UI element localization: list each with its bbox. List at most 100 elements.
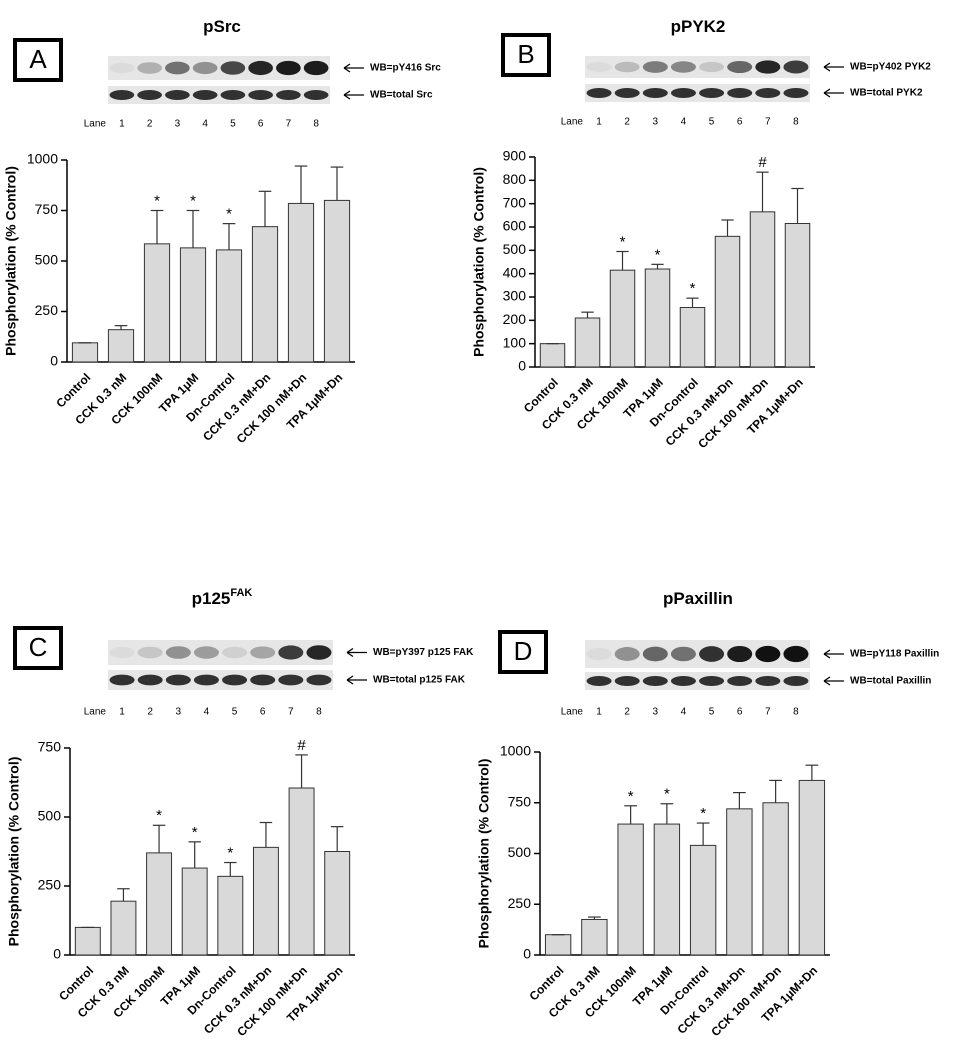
blot-band: [614, 88, 640, 98]
blot-band: [137, 646, 163, 659]
panel-box: [13, 38, 63, 82]
blot-label: WB=total PYK2: [850, 88, 923, 99]
blot-band: [248, 60, 273, 76]
blot-band: [250, 674, 276, 686]
bar: [762, 802, 789, 956]
bar: [287, 202, 315, 363]
bar: [544, 934, 572, 956]
blot-strip: [585, 84, 810, 102]
y-axis-label: Phosphorylation (% Control): [6, 757, 22, 947]
blot-band: [278, 674, 304, 686]
blot-band: [727, 676, 753, 686]
blot-band: [727, 88, 753, 98]
bar: [581, 918, 608, 956]
significance-marker: *: [628, 788, 634, 805]
arrow-head: [823, 62, 831, 72]
bar: [714, 235, 741, 368]
bar: [143, 243, 171, 363]
blot-band: [192, 61, 218, 75]
lane-number: 2: [624, 707, 630, 718]
blot-band: [614, 647, 640, 661]
blot-band: [783, 645, 809, 663]
title-text: pPYK2: [671, 17, 726, 36]
y-tick-label: 300: [503, 288, 527, 304]
blot-band: [109, 646, 135, 659]
title-superscript: FAK: [230, 587, 252, 599]
blot-band: [248, 90, 273, 100]
lane-number: 1: [119, 119, 125, 130]
blot-band: [699, 646, 725, 662]
y-tick-label: 800: [503, 171, 527, 187]
bar: [539, 343, 566, 368]
significance-marker: *: [227, 845, 233, 862]
blot-strip: [108, 670, 333, 690]
y-tick-label: 500: [508, 844, 532, 860]
significance-marker: *: [655, 246, 661, 263]
significance-marker: *: [664, 786, 670, 803]
blot-band: [755, 60, 781, 74]
y-tick-label: 0: [523, 946, 531, 962]
chart-title: pSrc: [203, 17, 241, 36]
y-axis-label: Phosphorylation (% Control): [471, 167, 487, 357]
lane-number: 8: [793, 707, 799, 718]
blot-band: [303, 60, 329, 76]
blot-band: [193, 674, 219, 686]
blot-band: [278, 645, 304, 660]
lane-number: 5: [230, 119, 236, 130]
lane-number: 4: [681, 117, 687, 128]
blot-band: [222, 674, 248, 686]
lane-number: 5: [709, 707, 715, 718]
chart-title: p125FAK: [192, 587, 253, 609]
panel-box: [498, 630, 548, 674]
y-axis-label: Phosphorylation (% Control): [476, 759, 492, 949]
blot-band: [783, 60, 809, 74]
blot-band: [165, 674, 191, 686]
lane-number: 6: [260, 707, 266, 718]
blot-band: [670, 646, 696, 662]
blot-label: WB=total Paxillin: [850, 676, 931, 687]
blot-band: [165, 646, 191, 659]
y-tick-label: 500: [38, 808, 62, 824]
y-tick-label: 1000: [500, 743, 531, 759]
blot-band: [755, 88, 781, 98]
blot-band: [642, 646, 668, 662]
significance-marker: *: [156, 807, 162, 824]
bar: [288, 787, 315, 956]
blot-band: [109, 674, 135, 686]
y-tick-label: 1000: [27, 151, 58, 167]
lane-number: 1: [596, 707, 602, 718]
y-tick-label: 400: [503, 264, 527, 280]
chart-title: pPaxillin: [663, 589, 733, 608]
bar: [726, 808, 753, 956]
bar: [784, 223, 811, 368]
bar: [110, 900, 137, 956]
bar: [252, 846, 279, 956]
y-tick-label: 900: [503, 148, 527, 164]
lane-label: Lane: [84, 119, 107, 130]
blot-band: [586, 62, 612, 72]
bar: [798, 779, 826, 956]
arrow-head: [343, 63, 351, 73]
lane-number: 3: [653, 117, 659, 128]
blot-band: [276, 60, 301, 76]
blot-label: WB=pY416 Src: [370, 63, 441, 74]
arrow-head: [346, 647, 354, 658]
bar: [574, 317, 601, 368]
blot-band: [670, 676, 696, 686]
blot-strip: [585, 56, 810, 78]
significance-marker: *: [154, 192, 160, 209]
significance-marker: *: [620, 233, 626, 250]
lane-number: 5: [709, 117, 715, 128]
y-tick-label: 100: [503, 334, 527, 350]
bar: [617, 823, 644, 956]
title-text: p125: [192, 589, 231, 608]
blot-band: [783, 88, 809, 98]
blot-band: [755, 645, 781, 663]
bar: [181, 867, 208, 956]
blot-band: [220, 61, 246, 75]
lane-number: 8: [793, 117, 799, 128]
lane-number: 1: [119, 707, 125, 718]
blot-label: WB=pY118 Paxillin: [850, 649, 939, 660]
lane-number: 2: [147, 707, 153, 718]
arrow-head: [346, 675, 354, 685]
